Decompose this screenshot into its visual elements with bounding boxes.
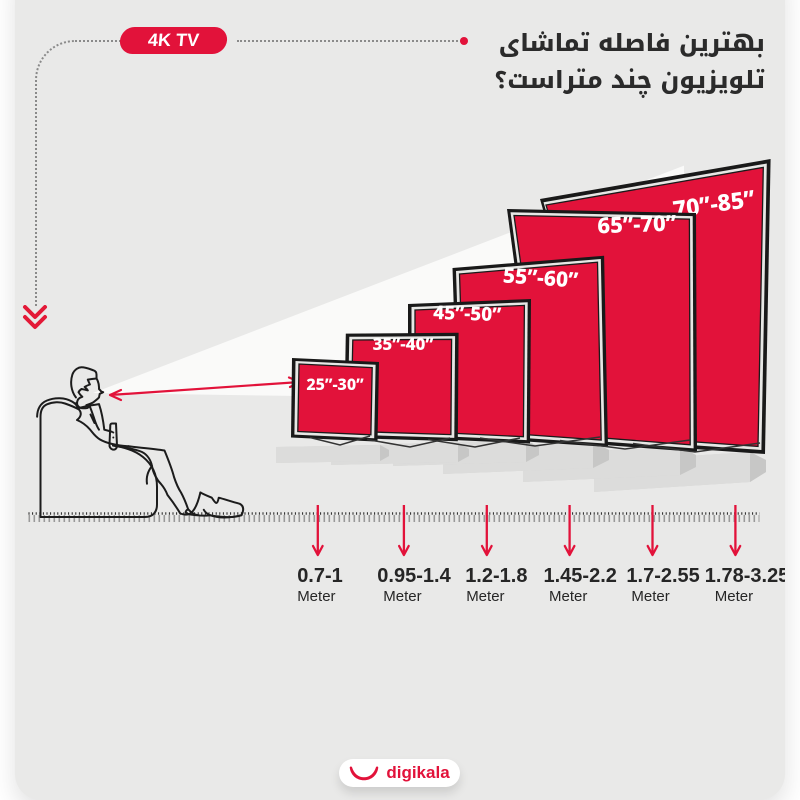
svg-text:25”-30”: 25”-30” [306,369,364,400]
svg-text:Meter: Meter [466,588,504,605]
svg-text:1.78-3.25: 1.78-3.25 [705,565,785,587]
svg-text:1.2-1.8: 1.2-1.8 [465,565,527,587]
svg-text:1.45-2.2: 1.45-2.2 [544,565,617,587]
svg-text:35”-40”: 35”-40” [373,329,434,361]
svg-text:Meter: Meter [715,588,753,605]
svg-text:Meter: Meter [383,588,421,605]
svg-text:65”-70”: 65”-70” [597,203,678,248]
svg-text:Meter: Meter [549,588,587,605]
svg-text:45”-50”: 45”-50” [433,295,502,333]
svg-text:1.7-2.55: 1.7-2.55 [626,565,699,587]
svg-text:Meter: Meter [297,588,335,605]
svg-text:55”-60”: 55”-60” [502,255,580,300]
svg-text:Meter: Meter [631,588,669,605]
svg-text:0.95-1.4: 0.95-1.4 [377,565,451,587]
svg-text:0.7-1: 0.7-1 [297,565,343,587]
